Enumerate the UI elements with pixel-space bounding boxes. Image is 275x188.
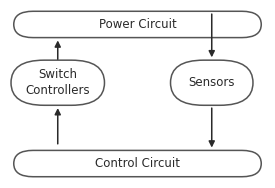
Text: Switch
Controllers: Switch Controllers bbox=[26, 68, 90, 97]
FancyBboxPatch shape bbox=[14, 11, 261, 38]
FancyBboxPatch shape bbox=[170, 60, 253, 105]
Text: Power Circuit: Power Circuit bbox=[99, 18, 176, 31]
FancyBboxPatch shape bbox=[14, 150, 261, 177]
FancyBboxPatch shape bbox=[11, 60, 104, 105]
Text: Control Circuit: Control Circuit bbox=[95, 157, 180, 170]
Text: Sensors: Sensors bbox=[188, 76, 235, 89]
